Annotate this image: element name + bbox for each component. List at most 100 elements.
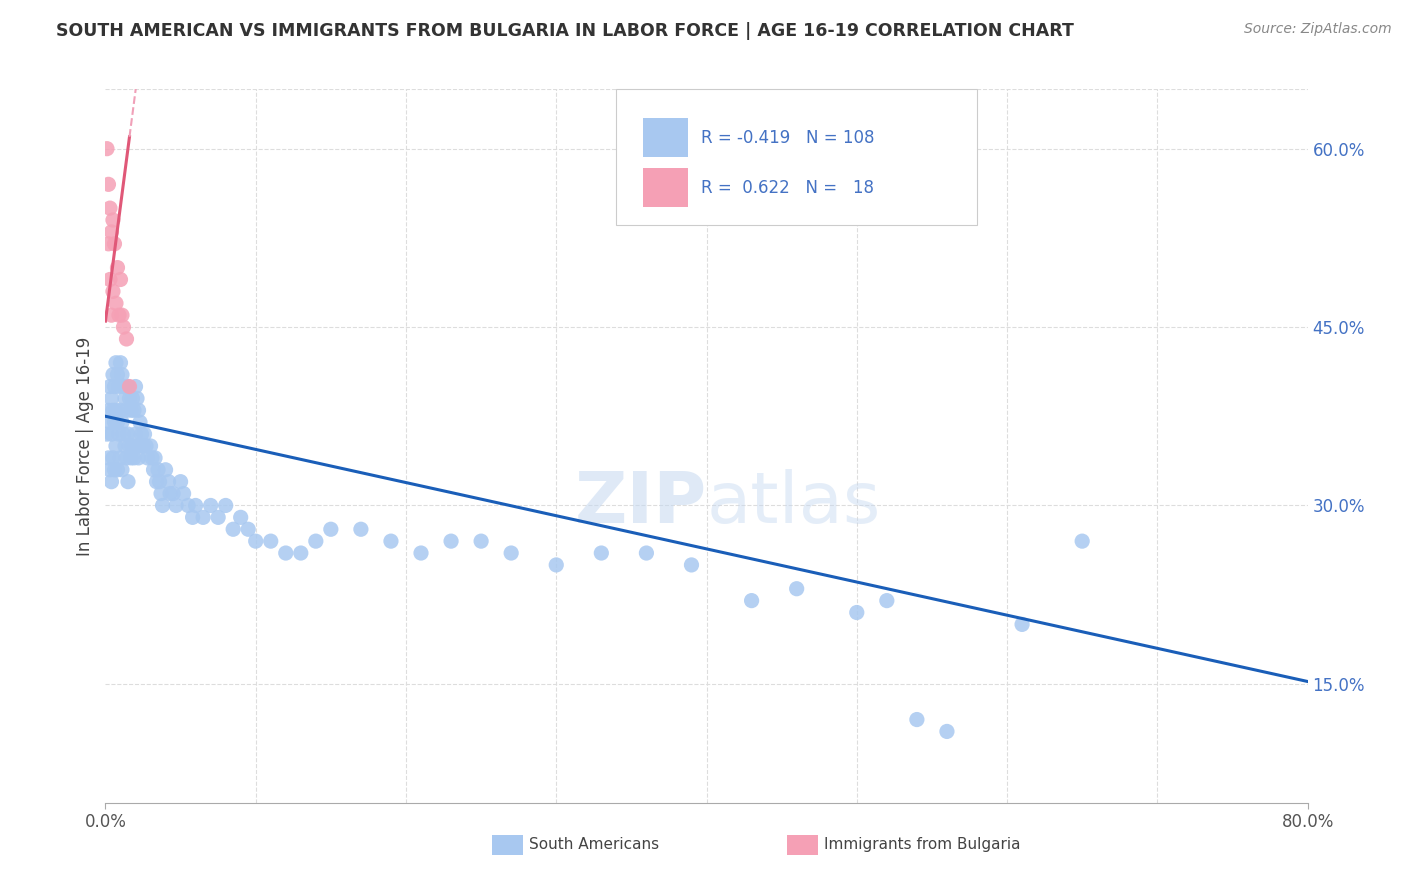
Point bbox=[132, 439, 155, 453]
Text: atlas: atlas bbox=[707, 468, 882, 538]
Point bbox=[141, 450, 163, 465]
Point bbox=[101, 368, 124, 382]
Point bbox=[107, 415, 129, 429]
Point bbox=[107, 463, 129, 477]
Point bbox=[131, 427, 153, 442]
Point bbox=[150, 486, 173, 500]
Point bbox=[111, 368, 134, 382]
Point bbox=[181, 510, 204, 524]
Point bbox=[845, 606, 868, 620]
Point bbox=[117, 475, 139, 489]
Text: R =  0.622   N =   18: R = 0.622 N = 18 bbox=[700, 178, 873, 196]
Point bbox=[107, 368, 129, 382]
Point bbox=[98, 201, 121, 215]
Point bbox=[143, 450, 166, 465]
Point bbox=[107, 260, 129, 275]
Point bbox=[159, 486, 181, 500]
Point bbox=[97, 178, 120, 192]
Point bbox=[121, 439, 143, 453]
Point bbox=[100, 225, 122, 239]
Point bbox=[101, 403, 124, 417]
Point bbox=[238, 522, 260, 536]
Point bbox=[115, 403, 138, 417]
Point bbox=[157, 475, 180, 489]
Point bbox=[115, 450, 138, 465]
Point bbox=[103, 236, 125, 251]
Point bbox=[108, 379, 131, 393]
Point bbox=[112, 427, 135, 442]
Point bbox=[108, 308, 131, 322]
Point bbox=[112, 320, 135, 334]
Point bbox=[636, 546, 658, 560]
Point bbox=[118, 439, 141, 453]
Point bbox=[110, 356, 132, 370]
Point bbox=[169, 475, 191, 489]
Point bbox=[1011, 617, 1033, 632]
Point bbox=[152, 499, 174, 513]
Point bbox=[100, 475, 122, 489]
Point bbox=[184, 499, 207, 513]
Point bbox=[120, 450, 142, 465]
Point bbox=[96, 427, 118, 442]
Point bbox=[111, 308, 134, 322]
Point bbox=[125, 392, 148, 406]
Point bbox=[319, 522, 342, 536]
Point bbox=[1071, 534, 1094, 549]
Point bbox=[350, 522, 373, 536]
Point bbox=[98, 379, 121, 393]
Point bbox=[128, 403, 150, 417]
Point bbox=[110, 403, 132, 417]
Point bbox=[440, 534, 463, 549]
Point bbox=[120, 403, 142, 417]
Point bbox=[173, 486, 195, 500]
Point bbox=[104, 403, 127, 417]
Text: Immigrants from Bulgaria: Immigrants from Bulgaria bbox=[824, 838, 1021, 852]
Point bbox=[108, 427, 131, 442]
Point bbox=[98, 415, 121, 429]
Point bbox=[222, 522, 245, 536]
Point bbox=[139, 439, 162, 453]
Point bbox=[111, 463, 134, 477]
Y-axis label: In Labor Force | Age 16-19: In Labor Force | Age 16-19 bbox=[76, 336, 94, 556]
Point bbox=[100, 427, 122, 442]
Point bbox=[101, 450, 124, 465]
Point bbox=[118, 379, 141, 393]
Point bbox=[214, 499, 236, 513]
Point bbox=[591, 546, 613, 560]
Point bbox=[101, 213, 124, 227]
Point bbox=[229, 510, 252, 524]
Point bbox=[97, 450, 120, 465]
Point bbox=[103, 415, 125, 429]
Point bbox=[191, 510, 214, 524]
Point bbox=[117, 427, 139, 442]
Point bbox=[135, 439, 157, 453]
Point bbox=[101, 285, 124, 299]
Text: ZIP: ZIP bbox=[574, 468, 707, 538]
Point bbox=[129, 415, 152, 429]
Point bbox=[111, 415, 134, 429]
Point bbox=[118, 392, 141, 406]
Text: SOUTH AMERICAN VS IMMIGRANTS FROM BULGARIA IN LABOR FORCE | AGE 16-19 CORRELATIO: SOUTH AMERICAN VS IMMIGRANTS FROM BULGAR… bbox=[56, 22, 1074, 40]
Point bbox=[305, 534, 328, 549]
Point bbox=[165, 499, 187, 513]
Point bbox=[122, 403, 145, 417]
Point bbox=[114, 439, 136, 453]
Point bbox=[146, 463, 169, 477]
Text: South Americans: South Americans bbox=[529, 838, 659, 852]
Point bbox=[155, 463, 177, 477]
Point bbox=[148, 475, 170, 489]
Point bbox=[786, 582, 808, 596]
Point bbox=[177, 499, 200, 513]
Point bbox=[104, 356, 127, 370]
Point bbox=[200, 499, 222, 513]
Point bbox=[122, 450, 145, 465]
Point bbox=[98, 272, 121, 286]
Point bbox=[470, 534, 492, 549]
Point bbox=[936, 724, 959, 739]
Point bbox=[97, 403, 120, 417]
Point bbox=[96, 142, 118, 156]
Point bbox=[114, 392, 136, 406]
Point bbox=[162, 486, 184, 500]
Point bbox=[409, 546, 432, 560]
Bar bbox=[643, 168, 689, 207]
